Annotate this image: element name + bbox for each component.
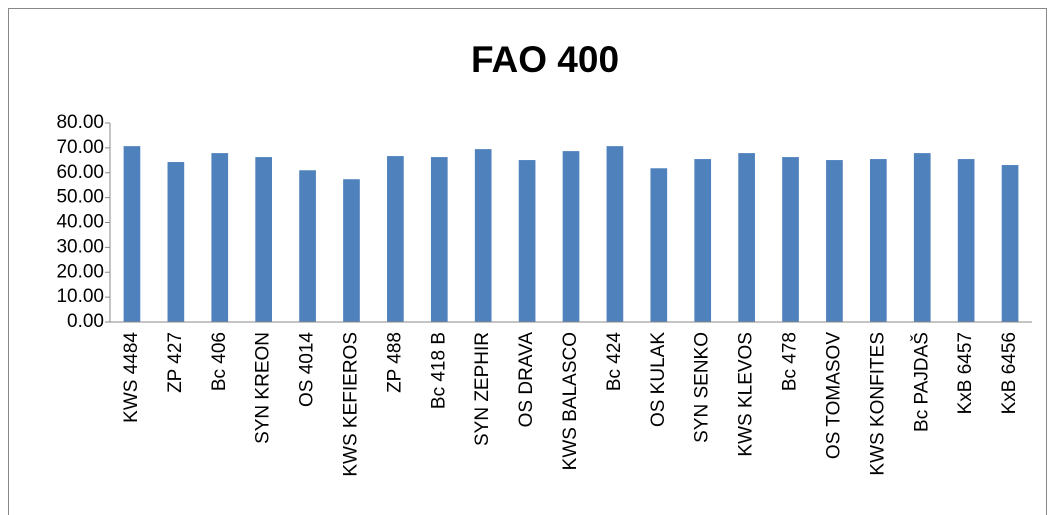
bar (826, 160, 843, 322)
y-tick-label: 10.00 (56, 286, 104, 307)
bar (430, 157, 448, 322)
x-tick-label: Bc PAJDAŠ (910, 332, 932, 432)
bar (869, 159, 887, 322)
bar (562, 151, 580, 322)
x-tick-label: Bc 418 B (428, 332, 449, 409)
x-tick-label: SYN KREON (253, 332, 274, 444)
x-tick-label: KWS KEFIEROS (340, 332, 361, 477)
bar (255, 157, 273, 322)
x-tick-label: SYN ZEPHIR (472, 332, 493, 446)
y-tick-label: 0.00 (67, 311, 104, 332)
bar (694, 159, 712, 322)
y-tick-label: 60.00 (56, 162, 104, 183)
chart-title: FAO 400 (471, 39, 619, 80)
x-tick-label: OS TOMASOV (823, 332, 844, 459)
bar (650, 168, 668, 322)
bar (343, 179, 360, 322)
bar (518, 160, 536, 322)
x-tick-label: Bc 424 (604, 332, 625, 392)
bar (474, 149, 492, 322)
y-tick-label: 80.00 (56, 112, 104, 133)
x-tick-label: SYN SENKO (692, 332, 713, 443)
x-tick-label: Bc 478 (780, 332, 801, 391)
bar (782, 157, 799, 322)
bar (123, 146, 141, 322)
bar (1001, 165, 1019, 322)
bar (211, 153, 229, 322)
bar (913, 153, 931, 322)
bar (957, 159, 975, 322)
y-tick-label: 30.00 (56, 236, 104, 257)
y-tick-label: 40.00 (56, 212, 104, 233)
bar (387, 156, 404, 322)
bar (299, 170, 316, 322)
bar (606, 146, 624, 322)
x-tick-label: Bc 406 (209, 332, 230, 391)
x-tick-label: KxB 6457 (955, 332, 976, 414)
y-tick-label: 50.00 (56, 187, 104, 208)
bar (167, 162, 185, 322)
y-tick-label: 70.00 (56, 137, 104, 158)
x-tick-label: ZP 488 (384, 332, 405, 393)
x-tick-label: OS 4014 (297, 332, 318, 407)
x-tick-label: KWS 4484 (121, 332, 142, 423)
x-tick-label: OS DRAVA (516, 332, 537, 428)
x-tick-label: KxB 6456 (999, 332, 1020, 414)
x-tick-label: ZP 427 (165, 332, 186, 393)
x-tick-label: KWS KLEVOS (736, 332, 757, 457)
bar (738, 153, 755, 322)
x-tick-label: KWS BALASCO (560, 332, 581, 470)
y-tick-label: 20.00 (56, 261, 104, 282)
x-tick-label: KWS KONFITES (867, 332, 888, 476)
x-tick-label: OS KULAK (648, 332, 669, 427)
